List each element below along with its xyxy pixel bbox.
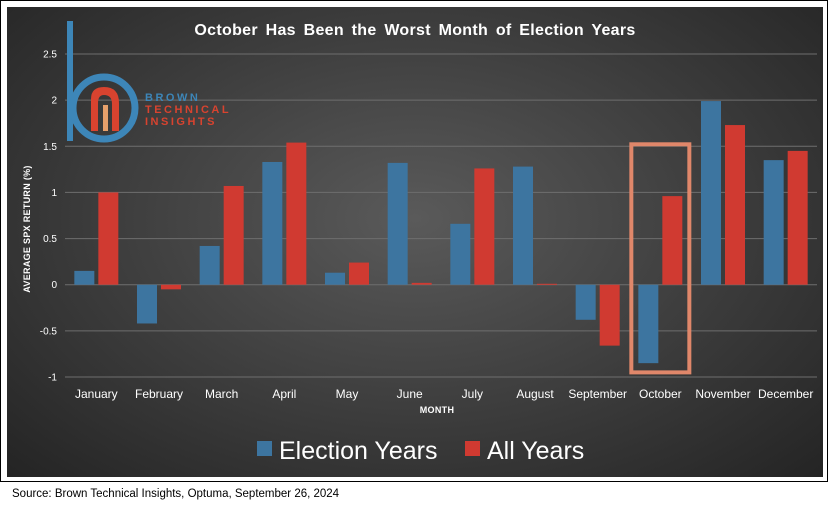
bar-all-years-august — [537, 283, 557, 285]
logo-inner-mark — [91, 87, 119, 131]
highlight-layer — [629, 142, 692, 375]
y-tick-label: -0.5 — [40, 326, 58, 337]
y-tick-label: -1 — [48, 373, 57, 384]
bar-all-years-november — [725, 125, 745, 285]
source-caption: Source: Brown Technical Insights, Optuma… — [12, 488, 340, 500]
x-category-label: June — [397, 387, 423, 401]
logo-ring — [69, 73, 139, 143]
logo-stem — [67, 21, 73, 141]
figure-frame: 2.5 2 1.5 1 0.5 0 -0.5 -1 January February March A… — [0, 0, 828, 482]
x-category-label: August — [516, 387, 554, 401]
bar-election-years-june — [387, 162, 408, 285]
bar-all-years-january — [98, 192, 119, 285]
x-category-label: November — [695, 387, 750, 401]
october-highlight-box — [629, 142, 692, 375]
x-category-label: September — [568, 387, 627, 401]
x-category-label: May — [336, 387, 359, 401]
legend-label-election-years: Election Years — [279, 437, 437, 465]
bar-election-years-may — [325, 272, 345, 285]
y-tick-label: 1.5 — [43, 142, 57, 153]
x-category-label: April — [272, 387, 296, 401]
bar-election-years-october — [638, 284, 659, 364]
bar-election-years-july — [450, 223, 471, 285]
bar-election-years-december — [763, 160, 784, 285]
bar-all-years-june — [411, 282, 432, 285]
logo-inner-bar — [103, 105, 108, 131]
bar-election-years-april — [262, 161, 283, 285]
bar-all-years-may — [349, 262, 369, 285]
y-axis-title: AVERAGE SPX RETURN (%) — [22, 165, 32, 292]
gridlines — [65, 53, 817, 378]
logo-text-insights: INSIGHTS — [145, 116, 217, 128]
x-category-labels: January February March April May June July Augu… — [75, 387, 813, 401]
x-category-label: January — [75, 387, 118, 401]
chart-title: October Has Been the Worst Month of Elec… — [194, 22, 635, 39]
x-category-label: October — [639, 387, 682, 401]
bar-election-years-november — [701, 101, 721, 285]
bar-election-years-january — [74, 270, 95, 285]
bar-all-years-march — [223, 185, 244, 285]
legend: Election Years All Years — [257, 437, 584, 465]
y-tick-label: 1 — [51, 188, 57, 199]
y-tick-label: 2.5 — [43, 50, 57, 61]
legend-swatch-election-years — [257, 441, 272, 456]
x-category-label: March — [205, 387, 238, 401]
x-category-label: December — [758, 387, 813, 401]
bars — [74, 101, 808, 364]
logo-text-technical: TECHNICAL — [145, 104, 231, 116]
y-tick-labels: 2.5 2 1.5 1 0.5 0 -0.5 -1 — [40, 50, 58, 384]
chart-panel: 2.5 2 1.5 1 0.5 0 -0.5 -1 January February March A… — [7, 7, 823, 477]
bar-all-years-december — [787, 150, 808, 285]
legend-swatch-all-years — [465, 441, 480, 456]
bar-election-years-february — [137, 284, 157, 324]
bar-all-years-october — [662, 196, 683, 285]
bar-election-years-august — [513, 166, 533, 285]
bar-election-years-september — [575, 284, 596, 320]
bar-all-years-july — [474, 168, 495, 285]
y-tick-label: 0 — [51, 280, 57, 291]
bar-chart: 2.5 2 1.5 1 0.5 0 -0.5 -1 January February March A… — [22, 21, 817, 465]
y-tick-label: 2 — [51, 96, 57, 107]
x-axis-title: MONTH — [420, 405, 455, 415]
x-category-label: July — [462, 387, 483, 401]
bar-election-years-march — [199, 245, 220, 285]
bar-all-years-september — [599, 284, 620, 346]
bar-all-years-february — [161, 284, 181, 290]
y-tick-label: 0.5 — [43, 234, 57, 245]
bar-all-years-april — [286, 142, 307, 285]
brand-logo: BROWN TECHNICAL INSIGHTS — [67, 21, 231, 143]
logo-text-brown: BROWN — [145, 92, 200, 104]
x-category-label: February — [135, 387, 183, 401]
legend-label-all-years: All Years — [487, 437, 584, 465]
